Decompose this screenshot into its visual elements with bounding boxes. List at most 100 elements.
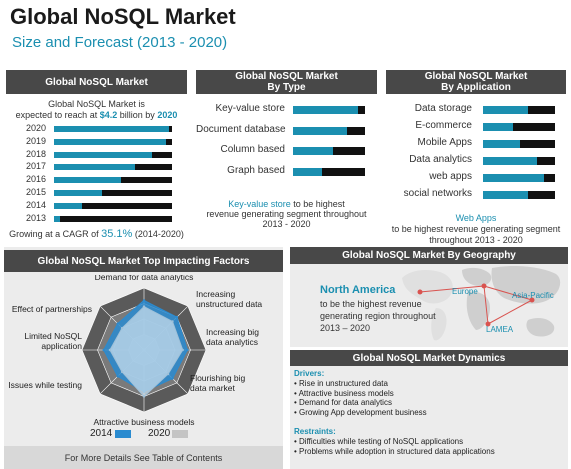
type-category-label: Document database	[196, 123, 286, 135]
radar-point-2020	[166, 372, 170, 376]
market-cagr: Growing at a CAGR of 35.1% (2014-2020)	[9, 228, 184, 240]
radar-axis-label: Demand for data analytics	[95, 275, 194, 282]
cagr-value: 35.1%	[101, 228, 133, 240]
map-marker-lamea	[485, 321, 491, 327]
radar-axis-label: Issues while testing	[8, 380, 82, 390]
app-bar-2014	[483, 174, 545, 182]
geo-region-highlight: North America	[320, 284, 396, 296]
map-label-apac: Asia-Pacific	[512, 291, 554, 300]
drivers-title: Drivers:	[294, 369, 325, 378]
type-bar-2014	[293, 147, 333, 155]
app-category-label: Data analytics	[409, 154, 472, 165]
page-subtitle: Size and Forecast (2013 - 2020)	[12, 34, 228, 51]
radar-axis-label: Limited NoSQL application	[24, 331, 82, 351]
type-bar-chart: Key-value store Document database Column b…	[196, 103, 377, 184]
market-bar	[54, 126, 169, 132]
market-intro-line1: Global NoSQL Market is	[48, 99, 145, 109]
type-category-label: Key-value store	[215, 103, 285, 114]
app-bar-chart: Data storage E-commerce Mobile Apps Data an…	[386, 103, 566, 208]
list-item: • Difficulties while testing of NoSQL ap…	[294, 437, 464, 446]
type-bar-2020	[293, 147, 365, 155]
map-asia-shape	[491, 266, 561, 304]
type-note-line3: 2013 - 2020	[262, 219, 311, 229]
app-bar-2020	[483, 123, 555, 131]
map-marker-europe	[481, 283, 487, 289]
app-bar-2020	[483, 106, 555, 114]
radar-point-2014	[171, 377, 174, 380]
type-category-label: Graph based	[227, 164, 285, 176]
market-bar-track	[54, 164, 172, 171]
market-bar	[54, 151, 152, 158]
legend-2014-swatch	[115, 430, 131, 438]
world-map: Europe Asia-Pacific LAMEA	[402, 266, 561, 341]
type-bar-2014	[293, 106, 358, 114]
type-note-line1: Key-value store to be highest	[228, 199, 345, 209]
factors-panel-heading: Global NoSQL Market Top Impacting Factor…	[4, 250, 283, 272]
radar-axis-label: Flourishing big data market	[190, 373, 246, 393]
type-bar-2020	[293, 106, 365, 114]
market-year-label: 2014	[26, 199, 47, 210]
market-bar-track	[54, 151, 172, 158]
geo-panel-heading: Global NoSQL Market By Geography	[290, 247, 568, 264]
restraints-title: Restraints:	[294, 427, 336, 436]
type-bar-2014	[293, 167, 322, 176]
radar-point-2014	[116, 375, 119, 378]
footer-bar	[4, 446, 283, 469]
market-year-label: 2013	[26, 212, 47, 223]
market-year-label: 2015	[26, 187, 47, 197]
radar-point-2020	[142, 395, 146, 398]
dynamics-panel-heading: Global NoSQL Market Dynamics	[290, 350, 568, 366]
radar-axis-label: Attractive business models	[93, 417, 194, 427]
page-title: Global NoSQL Market	[10, 4, 236, 29]
geo-note-line3: 2013 – 2020	[320, 323, 371, 333]
market-bar-track	[54, 126, 172, 132]
type-note-line2: revenue generating segment throughout	[206, 209, 367, 219]
map-marker-north-america	[417, 289, 423, 295]
list-item: • Rise in unstructured data	[294, 379, 388, 388]
app-panel-heading: Global NoSQL Market By Application	[386, 70, 566, 94]
list-item: • Problems while adoption in structured …	[294, 446, 495, 456]
market-bar	[54, 202, 82, 209]
type-bar-2014	[293, 126, 347, 135]
legend-2014-label: 2014	[90, 428, 113, 439]
market-bar-track	[54, 215, 172, 222]
market-year-label: 2020	[26, 123, 47, 133]
footer-text[interactable]: For More Details See Table of Contents	[64, 453, 223, 463]
map-australia-shape	[526, 318, 555, 337]
map-marker-asia-pacific	[529, 297, 535, 303]
radar-point-2014	[142, 299, 146, 302]
map-link-line	[483, 285, 533, 301]
radar-point-2020	[108, 348, 112, 352]
app-category-label: web apps	[429, 171, 472, 182]
market-year: 2020	[157, 110, 178, 120]
app-bar-2020	[483, 174, 555, 182]
map-europe-shape	[462, 267, 492, 286]
app-bar-2020	[483, 191, 555, 199]
app-bar-2014	[483, 157, 537, 165]
radar-point-2020	[120, 326, 124, 330]
radar-point-2014	[175, 315, 179, 319]
map-link-line	[487, 299, 533, 325]
map-label-europe: Europe	[452, 287, 478, 296]
list-item: • Growing App development business	[294, 407, 427, 417]
legend-2020-swatch	[172, 430, 188, 438]
radar-point-2020	[171, 320, 174, 323]
market-year-label: 2019	[26, 135, 47, 146]
app-note-line2: to be highest revenue generating segment	[391, 224, 561, 234]
drivers-list: • Rise in unstructured data • Attractive …	[294, 379, 566, 417]
market-year-label: 2018	[26, 148, 47, 159]
type-panel-heading: Global NoSQL Market By Type	[196, 70, 377, 94]
market-bar-track	[54, 138, 172, 145]
geo-note-line2: generating region throughout	[320, 311, 436, 321]
market-intro-line2: expected to reach at $4.2 billion by 202…	[15, 110, 178, 120]
app-bar-2014	[483, 140, 521, 148]
app-note-highlight: Web Apps	[455, 213, 497, 223]
market-bar	[54, 215, 60, 222]
app-bar-2020	[483, 157, 555, 165]
geo-note-line1: to be the highest revenue	[320, 299, 422, 309]
market-year-label: 2017	[26, 161, 47, 172]
legend-2020-label: 2020	[148, 428, 171, 439]
radar-point-2020	[142, 305, 146, 308]
app-category-label: E-commerce	[415, 120, 472, 131]
